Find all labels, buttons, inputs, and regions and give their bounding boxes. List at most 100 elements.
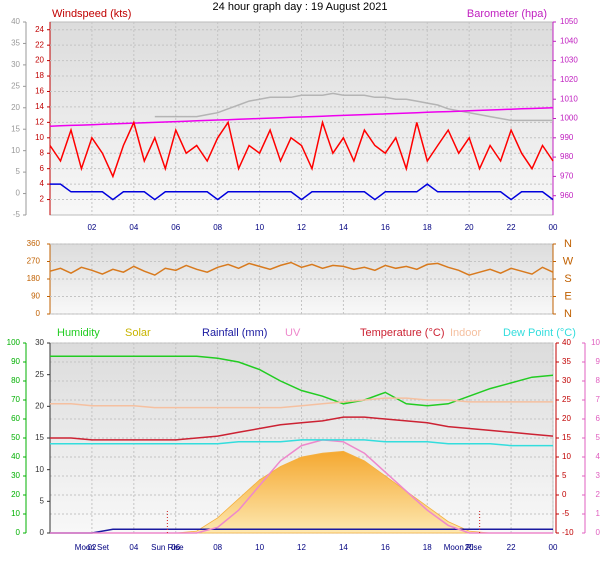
x-tick-label: 06	[171, 223, 180, 232]
y-tick-label: 20	[562, 414, 571, 423]
y-tick-label: 20	[35, 56, 44, 65]
y-tick-label: 8	[596, 376, 601, 385]
y-tick-label: 0	[40, 528, 45, 537]
x-tick-label: 02	[87, 543, 96, 552]
legend-label: Solar	[125, 327, 151, 339]
annotation: Moon Rise	[444, 543, 483, 552]
x-tick-label: 12	[297, 543, 306, 552]
y-tick-label: N	[564, 308, 572, 320]
y-tick-label: 30	[11, 60, 20, 69]
line	[50, 183, 554, 201]
y-tick-label: 1030	[560, 56, 578, 65]
x-tick-label: 14	[339, 223, 348, 232]
line	[49, 261, 554, 276]
line	[49, 119, 554, 179]
y-tick-label: 15	[11, 124, 20, 133]
y-tick-label: 970	[560, 172, 574, 181]
y-tick-label: 1	[596, 509, 601, 518]
line	[154, 92, 553, 122]
y-tick-label: 30	[11, 471, 20, 480]
x-tick-label: 10	[255, 223, 264, 232]
y-tick-label: 270	[27, 257, 41, 266]
y-tick-label: 4	[40, 179, 45, 188]
line	[50, 439, 553, 447]
x-tick-label: 10	[255, 543, 264, 552]
y-tick-label: -5	[13, 210, 21, 219]
line	[50, 416, 554, 441]
y-tick-label: 20	[11, 490, 20, 499]
x-tick-label: 16	[381, 223, 390, 232]
y-tick-label: 22	[35, 40, 44, 49]
y-tick-label: 360	[27, 239, 41, 248]
y-tick-label: 5	[40, 496, 45, 505]
y-tick-label: 1000	[560, 114, 578, 123]
chart-title: 24 hour graph day : 19 August 2021	[213, 1, 388, 13]
y-tick-label: N	[564, 238, 572, 250]
y-tick-label: 10	[11, 146, 20, 155]
y-tick-label: 24	[35, 25, 44, 34]
x-tick-label: 00	[549, 223, 558, 232]
y-tick-label: 5	[596, 433, 601, 442]
legend-label: Humidity	[57, 327, 100, 339]
legend-label: Rainfall (mm)	[202, 327, 267, 339]
y-tick-label: 50	[11, 433, 20, 442]
y-tick-label: 70	[11, 395, 20, 404]
y-axis-title: Windspeed (kts)	[52, 8, 131, 20]
y-tick-label: 100	[7, 338, 21, 347]
y-tick-label: 0	[16, 189, 21, 198]
y2-axis-title: Barometer (hpa)	[467, 8, 547, 20]
y-tick-label: 14	[35, 102, 44, 111]
y-tick-label: 960	[560, 191, 574, 200]
y-tick-label: 80	[11, 376, 20, 385]
x-tick-label: 06	[171, 543, 180, 552]
y-tick-label: 10	[591, 338, 600, 347]
y-tick-label: 1020	[560, 75, 578, 84]
y-tick-label: 1010	[560, 94, 578, 103]
y-tick-label: 7	[596, 395, 601, 404]
y-tick-label: 6	[40, 164, 45, 173]
y-tick-label: 10	[35, 465, 44, 474]
y-tick-label: 60	[11, 414, 20, 423]
x-tick-label: 18	[423, 543, 432, 552]
line	[50, 439, 553, 534]
y-tick-label: 6	[596, 414, 601, 423]
y-tick-label: 10	[35, 133, 44, 142]
y-tick-label: 1040	[560, 36, 578, 45]
y-tick-label: 40	[562, 338, 571, 347]
y-tick-label: 10	[11, 509, 20, 518]
y-tick-label: 4	[596, 452, 601, 461]
legend-label: Dew Point (°C)	[503, 327, 576, 339]
y-tick-label: 5	[562, 471, 567, 480]
y-tick-label: 2	[40, 195, 45, 204]
y-tick-label: 1050	[560, 17, 578, 26]
y-tick-label: 15	[35, 433, 44, 442]
y-tick-label: 40	[11, 17, 20, 26]
y-tick-label: 35	[11, 39, 20, 48]
x-tick-label: 12	[297, 223, 306, 232]
x-tick-label: 02	[87, 223, 96, 232]
legend-label: Indoor	[450, 327, 482, 339]
y-tick-label: 35	[562, 357, 571, 366]
line	[50, 355, 554, 407]
x-tick-label: 22	[507, 543, 516, 552]
y-tick-label: 3	[596, 471, 601, 480]
y-tick-label: 25	[11, 81, 20, 90]
y-tick-label: 10	[562, 452, 571, 461]
y-tick-label: 980	[560, 152, 574, 161]
y-tick-label: S	[564, 273, 571, 285]
y-tick-label: 15	[562, 433, 571, 442]
y-tick-label: 5	[16, 167, 21, 176]
y-tick-label: 2	[596, 490, 601, 499]
y-tick-label: -5	[562, 509, 570, 518]
y-tick-label: 12	[35, 117, 44, 126]
x-tick-label: 08	[213, 543, 222, 552]
x-tick-label: 04	[129, 543, 138, 552]
annotation: Sun Rise	[151, 543, 184, 552]
legend-label: Temperature (°C)	[360, 327, 444, 339]
y-tick-label: 40	[11, 452, 20, 461]
x-tick-label: 20	[465, 223, 474, 232]
y-tick-label: 30	[35, 338, 44, 347]
x-tick-label: 22	[507, 223, 516, 232]
y-tick-label: 18	[35, 71, 44, 80]
legend-label: UV	[285, 327, 301, 339]
